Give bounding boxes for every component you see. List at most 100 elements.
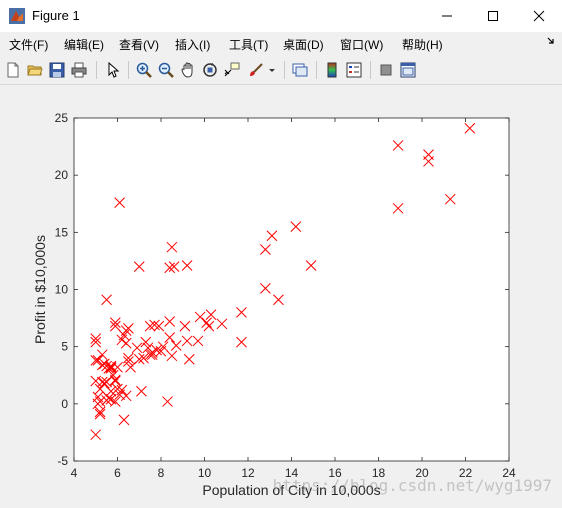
data-point — [131, 342, 143, 354]
data-point — [203, 320, 215, 332]
save-icon[interactable] — [47, 60, 67, 80]
data-point — [423, 156, 434, 167]
data-point — [140, 336, 152, 348]
data-point — [164, 262, 176, 274]
data-point — [153, 320, 165, 332]
data-point — [166, 350, 178, 362]
data-point — [109, 320, 121, 332]
x-tick-label: 24 — [502, 466, 516, 480]
figure-toolbar — [0, 56, 562, 85]
data-point — [109, 396, 121, 407]
show-plot-tools-icon[interactable] — [398, 60, 418, 80]
x-tick-label: 22 — [459, 466, 473, 480]
data-point — [305, 260, 317, 271]
x-tick-label: 16 — [328, 466, 342, 480]
data-point — [96, 376, 108, 388]
data-point — [103, 392, 115, 404]
colorbar-icon[interactable] — [322, 60, 342, 80]
hide-plot-tools-icon[interactable] — [376, 60, 396, 80]
zoom-out-icon[interactable] — [156, 60, 176, 80]
data-point — [168, 261, 180, 272]
menu-help[interactable]: 帮助(H) — [402, 38, 443, 52]
print-icon[interactable] — [69, 60, 89, 80]
menu-dock-arrow-icon[interactable] — [547, 37, 555, 48]
minimize-button[interactable] — [424, 0, 470, 32]
link-plot-icon[interactable] — [290, 60, 310, 80]
data-point — [94, 408, 106, 420]
data-point — [105, 385, 117, 397]
rotate-3d-icon[interactable] — [200, 60, 220, 80]
maximize-button[interactable] — [470, 0, 516, 32]
menu-edit[interactable]: 编辑(E) — [64, 38, 104, 52]
menu-view[interactable]: 查看(V) — [119, 38, 159, 52]
y-tick-label: 10 — [55, 283, 69, 297]
data-point — [90, 355, 102, 366]
data-point — [94, 383, 106, 395]
data-point — [162, 396, 173, 407]
data-point — [96, 349, 108, 361]
new-figure-icon[interactable] — [3, 60, 23, 80]
data-point — [164, 316, 176, 327]
y-tick-label: 20 — [55, 168, 69, 182]
data-cursor-icon[interactable] — [222, 60, 242, 80]
data-point — [133, 353, 145, 365]
menu-file[interactable]: 文件(F) — [9, 38, 49, 52]
data-point — [109, 317, 121, 329]
y-tick-label: 25 — [55, 111, 69, 125]
x-tick-label: 4 — [71, 466, 78, 480]
data-point — [120, 325, 132, 337]
data-point — [144, 320, 156, 332]
figure-canvas: 4 6 8 10 12 14 16 18 20 22 24 -5 0 5 10 15 20 25 Populatio… — [0, 85, 562, 505]
y-tick-label: -5 — [57, 454, 68, 468]
data-point — [96, 359, 108, 371]
data-point — [164, 332, 176, 343]
menu-window[interactable]: 窗口(W) — [340, 38, 384, 52]
data-point — [99, 377, 110, 389]
data-point — [112, 361, 123, 373]
data-point — [183, 353, 195, 365]
menu-desktop[interactable]: 桌面(D) — [283, 38, 324, 52]
window-title-bar: Figure 1 — [0, 0, 562, 32]
menu-tools[interactable]: 工具(T) — [229, 38, 269, 52]
data-point — [194, 311, 206, 323]
data-point — [205, 309, 217, 321]
data-point — [107, 369, 119, 381]
data-point — [90, 429, 102, 441]
plot-area — [74, 118, 509, 461]
legend-icon[interactable] — [344, 60, 364, 80]
data-point — [109, 375, 121, 387]
pointer-icon[interactable] — [103, 60, 123, 80]
axes-box — [73, 117, 510, 462]
open-file-icon[interactable] — [25, 60, 45, 80]
close-button[interactable] — [516, 0, 562, 32]
data-point — [392, 202, 404, 214]
brush-icon[interactable] — [246, 60, 266, 80]
menu-bar: 文件(F) 编辑(E) 查看(V) 插入(I) 工具(T) 桌面(D) 窗口(W… — [0, 32, 562, 54]
watermark-text: https://blog.csdn.net/wyg1997 — [272, 476, 552, 495]
data-point — [125, 361, 136, 373]
toolbar-separator — [316, 61, 317, 79]
data-point — [120, 337, 132, 349]
data-point — [120, 390, 132, 402]
x-tick-label: 20 — [415, 466, 429, 480]
data-point — [103, 363, 115, 374]
data-point — [290, 221, 302, 232]
data-point — [90, 336, 102, 348]
y-tick-label: 15 — [55, 225, 69, 239]
x-tick-label: 10 — [198, 466, 212, 480]
data-point — [90, 333, 102, 345]
menu-insert[interactable]: 插入(I) — [175, 38, 211, 52]
data-point — [90, 375, 102, 387]
data-point — [136, 385, 147, 397]
data-point — [236, 307, 247, 318]
data-point — [201, 317, 213, 329]
zoom-in-icon[interactable] — [134, 60, 154, 80]
data-point — [392, 140, 404, 151]
data-point — [142, 342, 154, 354]
scatter-plot[interactable]: 4 6 8 10 12 14 16 18 20 22 24 -5 0 5 10 15 20 25 Populatio… — [0, 85, 562, 505]
pan-hand-icon[interactable] — [178, 60, 198, 80]
brush-dropdown-icon[interactable] — [266, 60, 278, 80]
y-axis-label: Profit in $10,000s — [32, 235, 48, 344]
x-tick-label: 18 — [372, 466, 386, 480]
matlab-figure-icon — [9, 8, 25, 24]
